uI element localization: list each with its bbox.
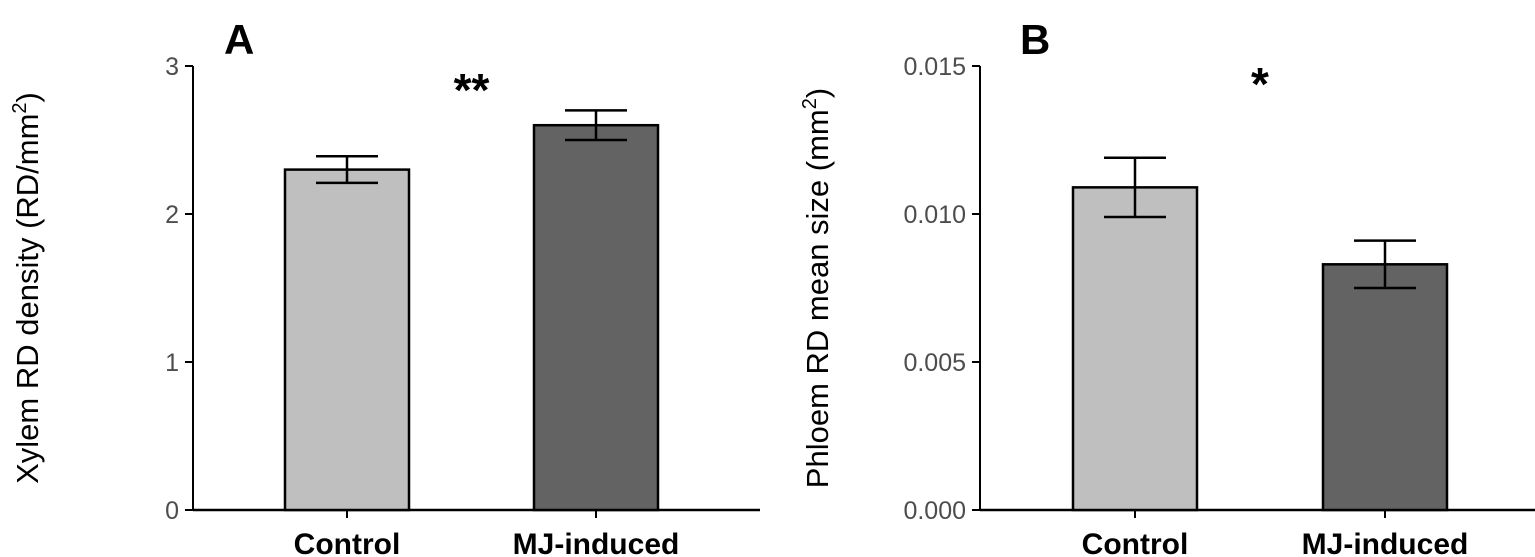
chart-panel-a: 0 1 2 3 Control MJ-induced ** A Xylem RD density… — [9, 16, 760, 557]
y-tick-label: 0.000 — [903, 497, 966, 525]
significance-marker: * — [1251, 58, 1269, 110]
x-tick-label: Control — [294, 528, 401, 557]
y-axis-title-superscript: 2 — [9, 102, 31, 113]
panel-label: A — [224, 16, 254, 63]
y-tick-label: 0.010 — [903, 201, 966, 229]
y-axis-title-superscript: 2 — [799, 98, 821, 109]
x-tick-label: Control — [1082, 528, 1189, 557]
significance-marker: ** — [454, 64, 490, 116]
x-tick-label: MJ-induced — [1302, 528, 1469, 557]
bar-control — [283, 168, 411, 512]
y-tick-label: 0 — [165, 497, 179, 525]
y-tick-label: 2 — [165, 201, 179, 229]
y-axis-title: Phloem RD mean size (mm2) — [799, 88, 835, 488]
y-tick-label: 0.005 — [903, 349, 966, 377]
y-axis-title-main: Xylem RD density (RD/mm — [10, 114, 45, 484]
bar-mj-induced — [532, 123, 660, 512]
y-tick-label: 0.015 — [903, 53, 966, 81]
panel-label: B — [1020, 16, 1050, 63]
x-tick-label: MJ-induced — [513, 528, 680, 557]
bar-mj-induced — [1321, 263, 1449, 512]
y-tick-label: 3 — [165, 53, 179, 81]
y-tick-label: 1 — [165, 349, 179, 377]
chart-panel-b: 0.000 0.005 0.010 0.015 Control MJ-induced * B P… — [799, 16, 1535, 557]
y-axis-title-close: ) — [10, 92, 45, 102]
y-axis-title-close: ) — [800, 88, 835, 98]
y-axis-title-main: Phloem RD mean size (mm — [800, 109, 835, 488]
y-axis-title: Xylem RD density (RD/mm2) — [9, 92, 45, 484]
bar-control — [1071, 186, 1199, 512]
